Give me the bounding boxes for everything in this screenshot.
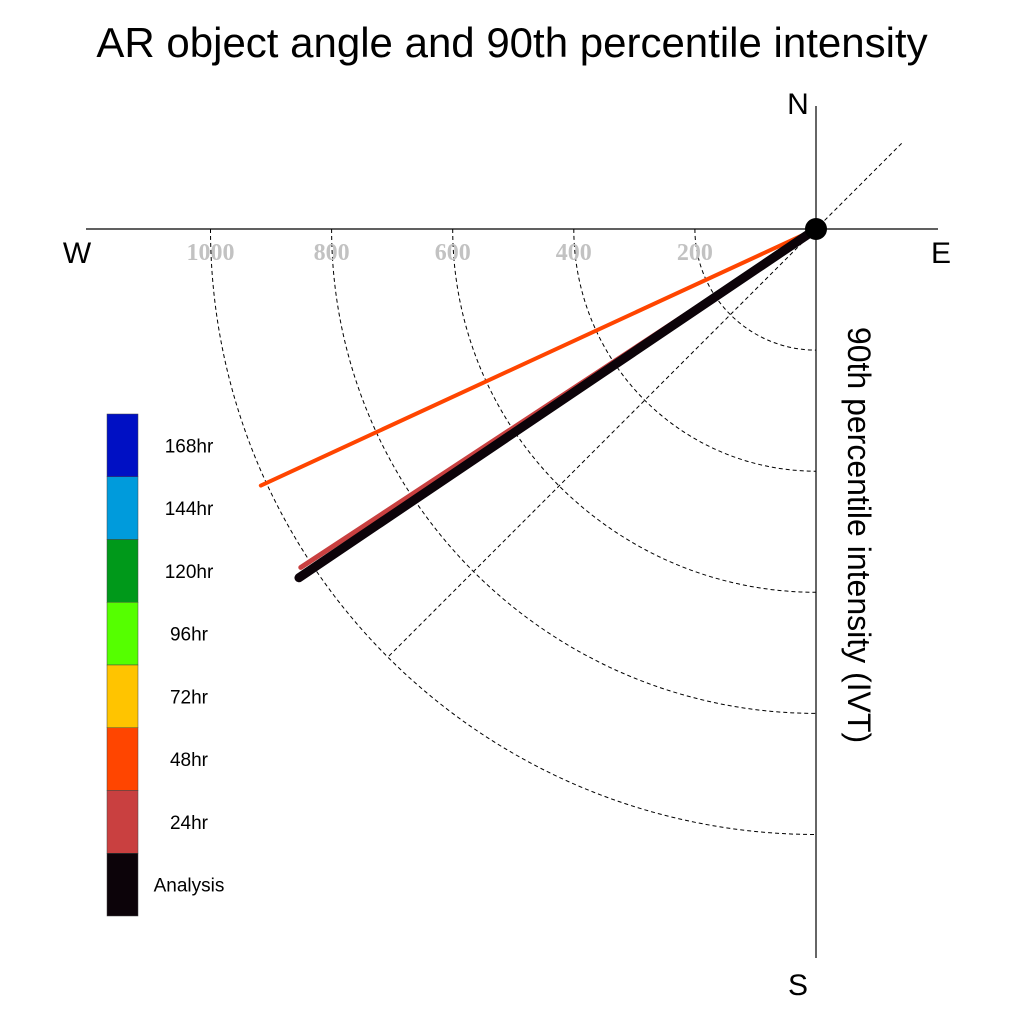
legend-swatch-analysis — [106, 853, 139, 917]
west-label: W — [63, 237, 92, 270]
legend-label-analysis: Analysis — [154, 876, 225, 897]
radial-axis-label: 90th percentile intensity (IVT) — [841, 327, 877, 743]
legend-label-120hr: 120hr — [165, 562, 214, 583]
legend-swatch-96hr — [106, 602, 139, 666]
legend-swatch-48hr — [106, 727, 139, 791]
legend-label-72hr: 72hr — [170, 687, 209, 708]
legend-swatch-72hr — [106, 664, 139, 728]
grid-ring-4 — [210, 228, 817, 835]
vector-48hr — [258, 227, 818, 488]
ring-tick-labels: 200 400 600 800 1000 — [187, 240, 713, 266]
legend-swatch-144hr — [106, 476, 139, 540]
grid-ring-0 — [694, 228, 817, 351]
north-label: N — [787, 88, 809, 121]
ring-label-0: 200 — [677, 240, 713, 266]
vector-series — [258, 224, 821, 583]
legend-label-168hr: 168hr — [165, 436, 214, 457]
south-label: S — [788, 969, 808, 1002]
legend-swatch-120hr — [106, 539, 139, 603]
ring-label-1: 400 — [556, 240, 592, 266]
grid-ring-1 — [573, 228, 817, 472]
legend-label-96hr: 96hr — [170, 625, 209, 646]
ring-label-3: 800 — [314, 240, 350, 266]
compass-axes — [86, 106, 938, 958]
legend: 168hr 144hr 120hr 96hr 72hr 48hr 24hr Analysis — [106, 413, 225, 917]
east-label: E — [931, 237, 951, 270]
vector-analysis — [294, 224, 821, 583]
legend-swatch-24hr — [106, 790, 139, 854]
chart-title: AR object angle and 90th percentile inte… — [96, 19, 927, 66]
legend-label-24hr: 24hr — [170, 813, 209, 834]
ring-label-4: 1000 — [187, 240, 235, 266]
grid-ring-2 — [452, 228, 817, 593]
legend-swatch-168hr — [106, 413, 139, 477]
origin-marker — [805, 218, 827, 240]
legend-label-48hr: 48hr — [170, 750, 209, 771]
legend-label-144hr: 144hr — [165, 499, 214, 520]
ring-label-2: 600 — [435, 240, 471, 266]
diagonal-guide — [387, 143, 902, 658]
